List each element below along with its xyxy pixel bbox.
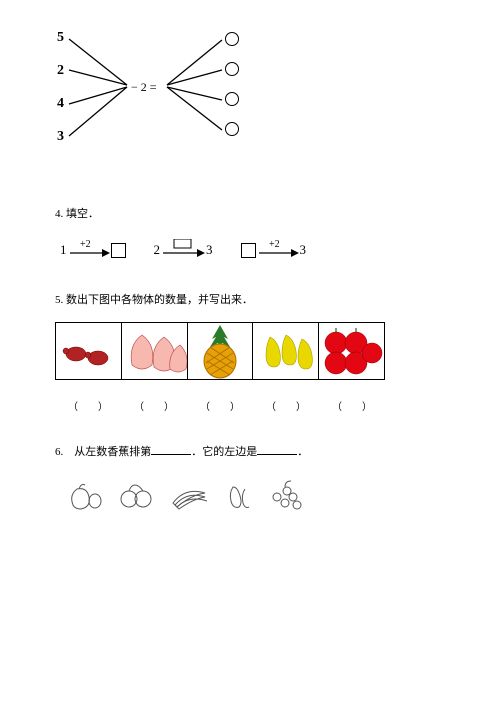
q4-item-3: +2 3 xyxy=(241,240,307,260)
q5-title: 5. 数出下图中各物体的数量，并写出来． xyxy=(55,291,450,307)
question-6: 6. 从左数香蕉排第 ．它的左边是 ． xyxy=(55,443,450,511)
q4-item-2: 2 3 xyxy=(154,239,213,261)
fill-blank[interactable] xyxy=(151,443,191,455)
answer-box[interactable] xyxy=(241,243,256,258)
fruit-table xyxy=(55,322,385,380)
cell-pineapple xyxy=(188,323,254,379)
arrow-icon xyxy=(161,239,205,261)
cell-pears xyxy=(253,323,319,379)
arrow-icon: +2 xyxy=(68,240,110,260)
q6-middle: ．它的左边是 xyxy=(191,446,257,458)
q4-1-left: 1 xyxy=(60,242,67,258)
fruit-sketch-icon xyxy=(117,479,155,511)
apples-icon xyxy=(320,325,384,377)
cell-peaches xyxy=(122,323,188,379)
question-5: 5. 数出下图中各物体的数量，并写出来． xyxy=(55,291,450,413)
q4-title: 4. 填空． xyxy=(55,205,450,221)
banana-sketch-icon xyxy=(167,479,211,511)
q6-fruit-line xyxy=(65,479,450,511)
q4-row: 1 +2 2 3 xyxy=(60,239,450,261)
arrow-top-label: +2 xyxy=(269,240,280,250)
fill-blank[interactable] xyxy=(257,443,297,455)
q4-3-right: 3 xyxy=(300,242,307,258)
peaches-icon xyxy=(122,325,187,377)
cell-turtles xyxy=(56,323,122,379)
answer-blank[interactable]: （ ） xyxy=(319,398,385,413)
q4-item-1: 1 +2 xyxy=(60,240,126,260)
cell-apples xyxy=(319,323,384,379)
question-4: 4. 填空． 1 +2 2 3 xyxy=(55,205,450,261)
pears-icon xyxy=(256,325,316,377)
subtraction-diagram: 5 2 4 3 − 2 = xyxy=(55,30,255,145)
q4-2-left: 2 xyxy=(154,242,161,258)
fruit-sketch-icon xyxy=(267,479,307,511)
q6-text: 6. 从左数香蕉排第 ．它的左边是 ． xyxy=(55,443,450,459)
q6-suffix: ． xyxy=(297,446,308,458)
arrow-top-label: +2 xyxy=(80,240,91,250)
turtles-icon xyxy=(60,331,116,371)
answer-blank[interactable]: （ ） xyxy=(121,398,187,413)
diagram-lines xyxy=(55,30,255,145)
fruit-sketch-icon xyxy=(223,479,255,511)
q6-prefix: 6. 从左数香蕉排第 xyxy=(55,446,151,458)
answer-box[interactable] xyxy=(111,243,126,258)
answer-blank[interactable]: （ ） xyxy=(187,398,253,413)
answer-blank[interactable]: （ ） xyxy=(253,398,319,413)
answer-blank[interactable]: （ ） xyxy=(55,398,121,413)
q5-answer-row: （ ） （ ） （ ） （ ） （ ） xyxy=(55,398,385,413)
pineapple-icon xyxy=(190,323,250,379)
fruit-sketch-icon xyxy=(65,479,105,511)
arrow-icon: +2 xyxy=(257,240,299,260)
q4-2-right: 3 xyxy=(206,242,213,258)
